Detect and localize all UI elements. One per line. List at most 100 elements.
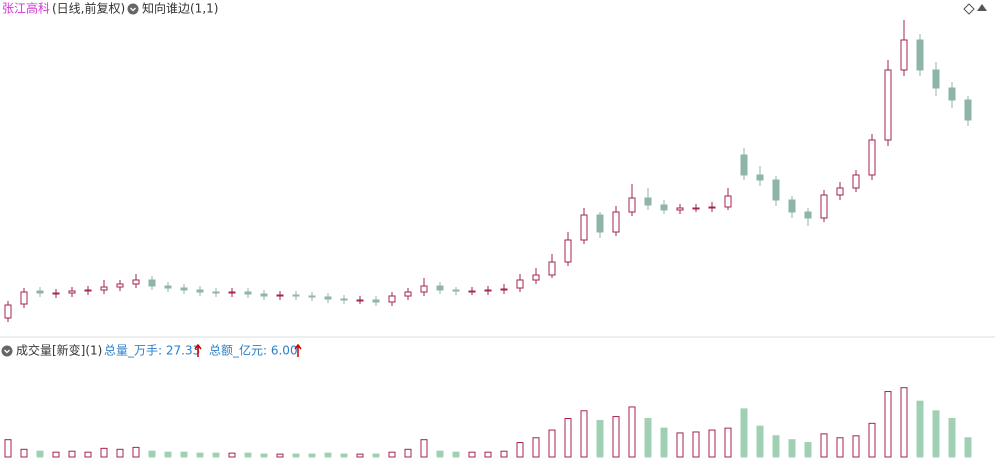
total-amount: 总额_亿元: 6.00 — [209, 343, 298, 358]
volume-bar — [740, 408, 748, 458]
candle-body — [148, 279, 156, 287]
candle-body — [820, 194, 828, 219]
candle-body — [836, 187, 844, 196]
up-arrow — [194, 343, 202, 357]
volume-bar — [84, 451, 92, 458]
candle-body — [500, 288, 508, 291]
candle-body — [900, 39, 908, 71]
volume-bar — [516, 442, 524, 458]
volume-bar — [596, 419, 604, 458]
volume-bar — [388, 451, 396, 458]
volume-bar — [356, 453, 364, 458]
stock-name: 张江高科 — [2, 1, 50, 16]
volume-bar — [244, 452, 252, 458]
candle-body — [212, 291, 220, 294]
candle-body — [420, 285, 428, 293]
volume-bar — [340, 453, 348, 458]
indicator-name: 知向谁边(1,1) — [142, 1, 218, 16]
candle-body — [132, 279, 140, 285]
volume-bar — [404, 448, 412, 458]
volume-bar — [308, 453, 316, 458]
candle-body — [116, 283, 124, 288]
volume-bar — [196, 452, 204, 458]
candle-body — [548, 261, 556, 276]
volume-bar — [884, 391, 892, 458]
volume-bar — [372, 453, 380, 458]
candle-body — [340, 298, 348, 301]
volume-bar — [564, 418, 572, 458]
candle-body — [964, 99, 972, 121]
up-arrow — [294, 343, 302, 357]
candle-body — [516, 279, 524, 289]
volume-bar — [580, 410, 588, 458]
candle-body — [948, 87, 956, 101]
volume-bar — [116, 448, 124, 458]
candle-body — [708, 206, 716, 209]
volume-bar — [692, 431, 700, 458]
candle-body — [756, 174, 764, 181]
candle-body — [884, 69, 892, 141]
candle-body — [180, 287, 188, 291]
volume-bar — [868, 422, 876, 458]
volume-bar — [548, 429, 556, 458]
candle-body — [164, 285, 172, 289]
dropdown-icon[interactable] — [1, 345, 13, 357]
candle-body — [932, 69, 940, 89]
volume-bar — [932, 410, 940, 458]
candle-body — [100, 286, 108, 291]
total-volume: 总量_万手: 27.33 — [104, 344, 200, 358]
volume-bar — [500, 450, 508, 458]
volume-bar — [52, 451, 60, 458]
volume-bar — [948, 418, 956, 458]
candle-body — [644, 197, 652, 206]
volume-bar — [660, 427, 668, 458]
candle-body — [612, 211, 620, 233]
candle-body — [292, 294, 300, 297]
volume-bar — [964, 437, 972, 458]
triangle-icon[interactable] — [977, 4, 987, 11]
candle-body — [868, 139, 876, 176]
candle-body — [436, 285, 444, 291]
volume-bar — [68, 450, 76, 458]
volume-bar — [36, 450, 44, 458]
volume-bar — [148, 450, 156, 458]
candle-body — [52, 292, 60, 295]
candle-body — [372, 299, 380, 303]
candle-body — [788, 199, 796, 213]
volume-bar — [676, 432, 684, 458]
candle-body — [452, 289, 460, 292]
volume-bar — [420, 439, 428, 458]
volume-bar — [612, 416, 620, 458]
candle-body — [244, 291, 252, 295]
volume-bar — [4, 439, 12, 458]
volume-bar — [132, 446, 140, 458]
volume-bar — [532, 437, 540, 458]
candle-body — [36, 290, 44, 294]
volume-bar — [436, 450, 444, 458]
volume-bar — [852, 435, 860, 458]
candle-body — [68, 290, 76, 294]
diamond-icon[interactable] — [963, 3, 975, 15]
volume-bar — [708, 429, 716, 458]
candle-body — [468, 290, 476, 293]
volume-bar — [900, 387, 908, 458]
volume-bar — [468, 451, 476, 458]
volume-bar — [836, 437, 844, 458]
volume-bar — [20, 448, 28, 458]
candle-body — [852, 174, 860, 189]
volume-bar — [772, 435, 780, 458]
candle-body — [628, 197, 636, 213]
candle-body — [260, 293, 268, 297]
candle-body — [532, 274, 540, 281]
candle-body — [484, 289, 492, 292]
candle-body — [724, 195, 732, 208]
volume-bar — [260, 453, 268, 458]
volume-title: 成交量[新变](1) — [16, 343, 102, 358]
volume-bar — [756, 425, 764, 458]
candle-body — [564, 239, 572, 263]
dropdown-icon[interactable] — [127, 3, 139, 15]
candle-body — [388, 295, 396, 303]
volume-bar — [804, 442, 812, 458]
chevron — [4, 349, 10, 354]
period: (日线,前复权) — [52, 1, 125, 16]
